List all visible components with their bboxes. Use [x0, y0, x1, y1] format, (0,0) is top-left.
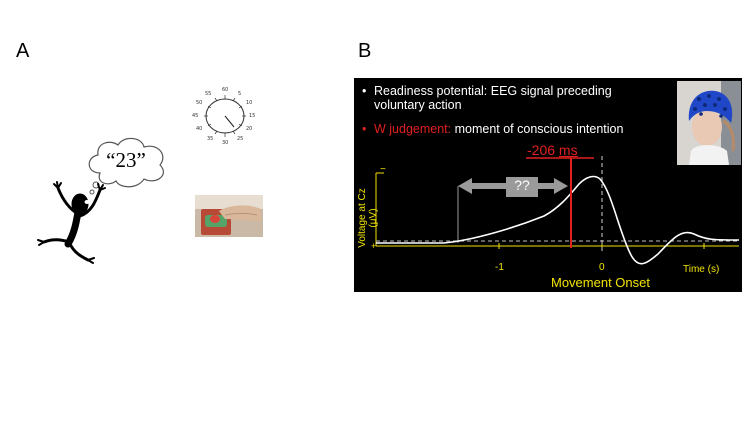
x-axis-label: Time (s) — [683, 264, 720, 275]
w-judgement-label: W judgement: — [374, 122, 452, 136]
svg-text:50: 50 — [196, 100, 202, 106]
x-tick-label-0: 0 — [599, 262, 605, 273]
w-time-unit: ms — [558, 142, 578, 158]
movement-onset-label: Movement Onset — [551, 275, 650, 290]
svg-text:10: 10 — [246, 100, 252, 106]
panel-a-label: A — [16, 40, 30, 62]
svg-text:30: 30 — [222, 140, 228, 146]
bullet-readiness-potential: • Readiness potential: EEG signal preced… — [362, 84, 664, 112]
person-figure-icon — [37, 181, 106, 264]
w-time-readout: -206 ms — [527, 142, 578, 158]
thought-bubble — [88, 137, 164, 195]
svg-text:55: 55 — [205, 91, 211, 97]
svg-text:45: 45 — [192, 113, 198, 119]
y-tick-top: − — [380, 164, 386, 175]
svg-text:25: 25 — [237, 136, 243, 142]
svg-text:60: 60 — [222, 87, 228, 93]
svg-text:35: 35 — [207, 136, 213, 142]
x-tick-label-neg1: -1 — [495, 262, 504, 273]
bullet-dot-red: • — [362, 122, 367, 136]
eeg-cap-photo — [677, 81, 741, 165]
readiness-potential-panel: + • Readiness potential: EEG signal prec… — [354, 78, 742, 292]
svg-text:40: 40 — [196, 126, 202, 132]
panel-b-label: B — [358, 40, 372, 62]
y-tick-bottom: + — [371, 241, 376, 251]
button-press-photo — [195, 195, 263, 237]
unknown-interval-box — [506, 177, 538, 197]
svg-text:15: 15 — [249, 113, 255, 119]
bullet-1-text: Readiness potential: EEG signal precedin… — [374, 84, 612, 112]
readiness-potential-curve — [376, 175, 740, 265]
bullet-w-judgement: • W judgement: moment of conscious inten… — [362, 122, 674, 136]
thought-number: “23” — [106, 148, 146, 172]
svg-text:5: 5 — [238, 91, 241, 97]
bullet-2-text: moment of conscious intention — [451, 122, 624, 136]
svg-text:20: 20 — [246, 126, 252, 132]
clock-hand — [224, 115, 235, 128]
unknown-interval-label: ?? — [514, 177, 530, 193]
libet-clock: 60 5 10 15 20 25 30 35 40 45 50 55 — [192, 87, 255, 146]
w-time-value: -206 — [527, 142, 556, 158]
clock-numbers: 60 5 10 15 20 25 30 35 40 45 50 55 — [192, 87, 255, 146]
eeg-plot: + — [371, 156, 740, 265]
bullet-dot: • — [362, 84, 367, 98]
y-axis-label: Voltage at Cz (μV) — [357, 188, 379, 248]
